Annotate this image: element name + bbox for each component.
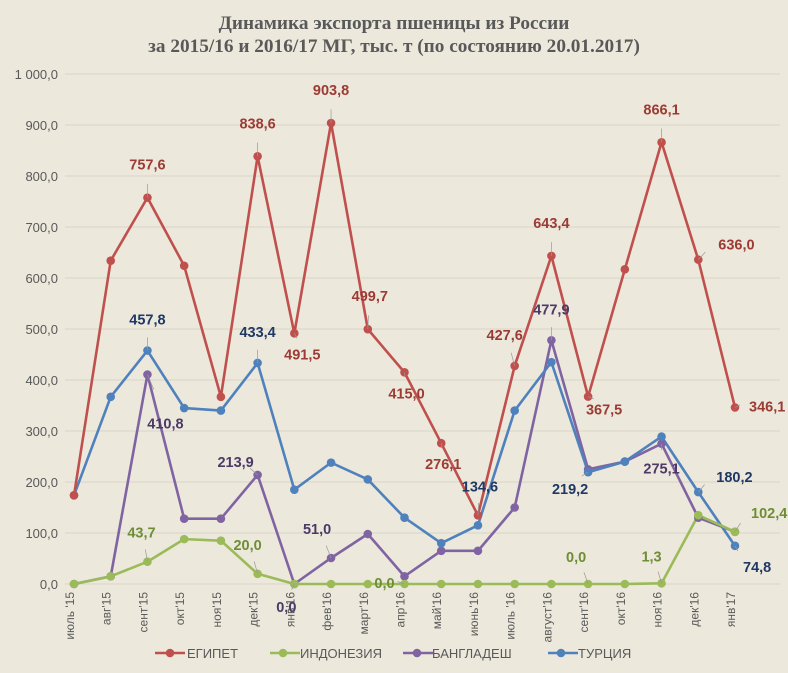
svg-text:за 2015/16 и 2016/17 МГ, тыс.: за 2015/16 и 2016/17 МГ, тыс. т (по сост… [148, 36, 640, 57]
svg-text:сент'15: сент'15 [136, 592, 150, 633]
svg-text:180,2: 180,2 [716, 470, 752, 486]
svg-text:491,5: 491,5 [284, 347, 320, 363]
svg-text:фев'16: фев'16 [320, 592, 334, 631]
svg-text:100,0: 100,0 [25, 526, 58, 541]
svg-text:866,1: 866,1 [643, 102, 679, 118]
svg-text:427,6: 427,6 [487, 328, 523, 344]
svg-text:200,0: 200,0 [25, 475, 58, 490]
svg-text:346,1: 346,1 [749, 399, 785, 415]
svg-text:51,0: 51,0 [303, 522, 331, 538]
svg-text:1 000,0: 1 000,0 [15, 67, 58, 82]
svg-text:500,0: 500,0 [25, 322, 58, 337]
svg-text:ИНДОНЕЗИЯ: ИНДОНЕЗИЯ [300, 646, 382, 661]
svg-text:БАНГЛАДЕШ: БАНГЛАДЕШ [432, 646, 512, 661]
svg-text:0,0: 0,0 [566, 550, 586, 566]
svg-text:300,0: 300,0 [25, 424, 58, 439]
svg-text:0,0: 0,0 [40, 577, 58, 592]
svg-text:янв'17: янв'17 [724, 592, 738, 627]
svg-text:477,9: 477,9 [533, 302, 569, 318]
svg-text:400,0: 400,0 [25, 373, 58, 388]
svg-text:ЕГИПЕТ: ЕГИПЕТ [187, 646, 238, 661]
svg-text:415,0: 415,0 [388, 386, 424, 402]
svg-text:700,0: 700,0 [25, 220, 58, 235]
svg-text:276,1: 276,1 [425, 457, 461, 473]
svg-text:757,6: 757,6 [129, 158, 165, 174]
svg-text:600,0: 600,0 [25, 271, 58, 286]
svg-text:август'16: август'16 [540, 592, 554, 643]
svg-text:1,3: 1,3 [641, 549, 661, 565]
svg-text:275,1: 275,1 [643, 462, 679, 478]
svg-text:134,6: 134,6 [462, 479, 498, 495]
svg-text:74,8: 74,8 [743, 560, 771, 576]
svg-text:219,2: 219,2 [552, 482, 588, 498]
svg-text:800,0: 800,0 [25, 169, 58, 184]
svg-text:ТУРЦИЯ: ТУРЦИЯ [578, 646, 631, 661]
svg-text:0,0: 0,0 [276, 600, 296, 616]
svg-text:643,4: 643,4 [533, 216, 569, 232]
svg-text:сент'16: сент'16 [577, 592, 591, 633]
svg-text:457,8: 457,8 [129, 313, 165, 329]
svg-text:838,6: 838,6 [239, 116, 275, 132]
svg-text:май'16: май'16 [430, 592, 444, 630]
svg-text:20,0: 20,0 [233, 538, 261, 554]
svg-text:102,4: 102,4 [751, 506, 787, 522]
svg-text:367,5: 367,5 [586, 403, 622, 419]
svg-text:июль '16: июль '16 [504, 592, 518, 640]
svg-text:43,7: 43,7 [127, 526, 155, 542]
svg-text:окт'16: окт'16 [614, 592, 628, 626]
svg-text:авг'15: авг'15 [100, 592, 114, 625]
svg-text:433,4: 433,4 [239, 325, 275, 341]
svg-text:окт'15: окт'15 [173, 592, 187, 626]
svg-text:июль '15: июль '15 [63, 592, 77, 640]
svg-text:июнь'16: июнь'16 [467, 592, 481, 637]
svg-text:дек'15: дек'15 [247, 592, 261, 627]
svg-text:410,8: 410,8 [147, 416, 183, 432]
svg-text:903,8: 903,8 [313, 83, 349, 99]
svg-text:ноя'16: ноя'16 [651, 592, 665, 628]
svg-text:апр'16: апр'16 [394, 592, 408, 628]
svg-text:Динамика экспорта пшеницы из Р: Динамика экспорта пшеницы из России [219, 13, 570, 34]
svg-text:0,0: 0,0 [374, 576, 394, 592]
svg-text:дек'16: дек'16 [687, 592, 701, 627]
svg-text:213,9: 213,9 [217, 455, 253, 471]
svg-text:900,0: 900,0 [25, 118, 58, 133]
svg-text:март'16: март'16 [357, 592, 371, 635]
svg-text:ноя'15: ноя'15 [210, 592, 224, 628]
svg-text:499,7: 499,7 [352, 289, 388, 305]
svg-text:636,0: 636,0 [718, 238, 754, 254]
